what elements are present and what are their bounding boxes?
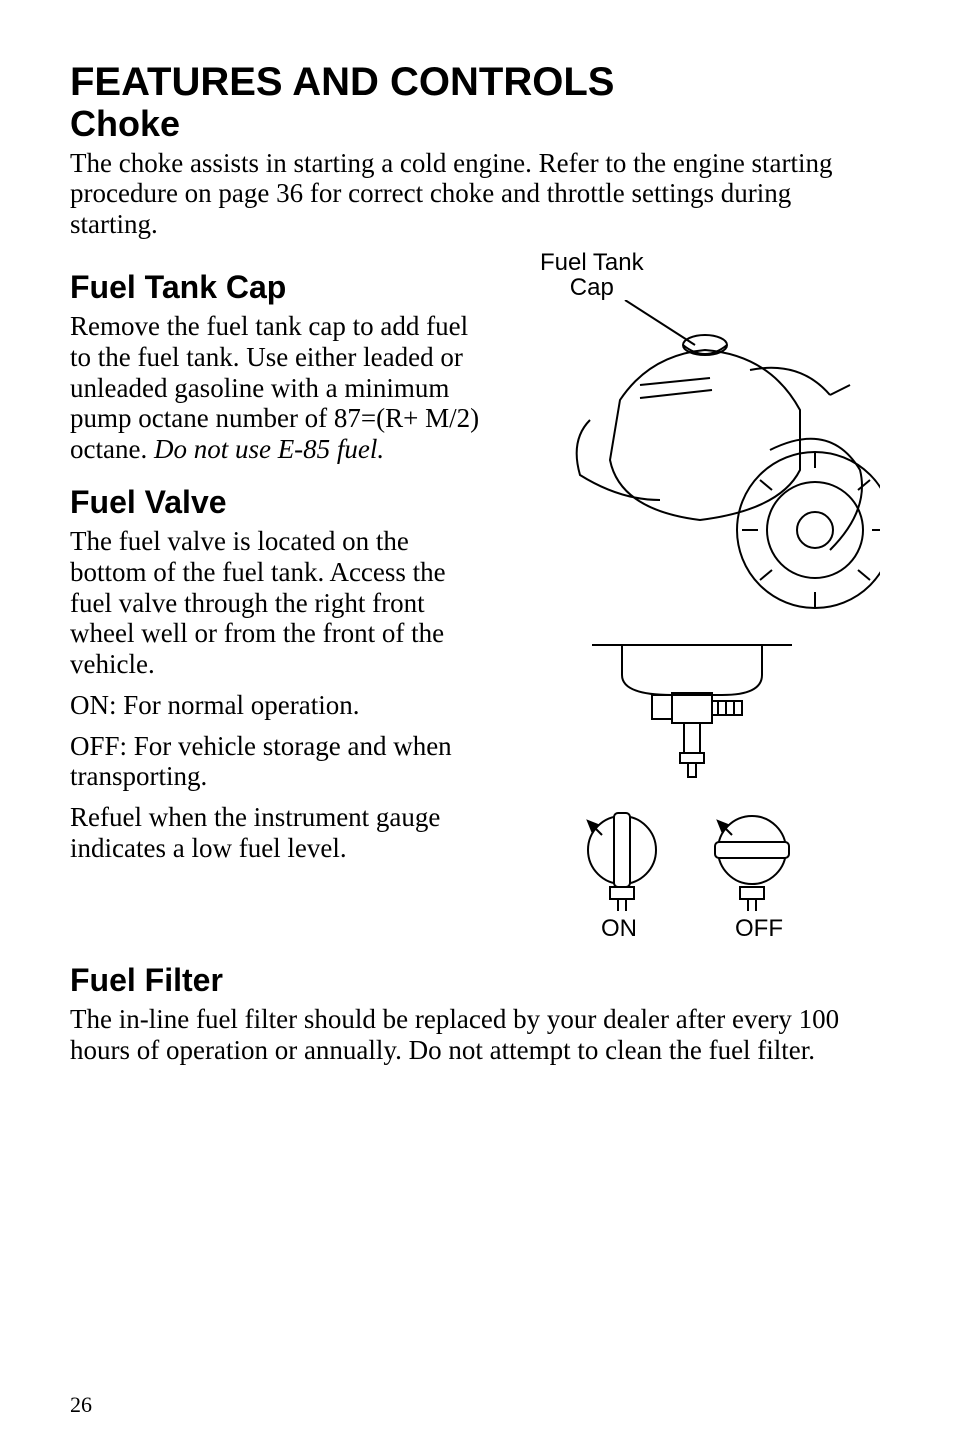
choke-heading: Choke [70,104,884,144]
callout-line1: Fuel Tank [540,249,644,276]
fuel-tank-cap-body-italic: Do not use E-85 fuel. [154,434,384,464]
page-number: 26 [70,1392,92,1418]
fuel-filter-heading: Fuel Filter [70,963,884,998]
fuel-tank-callout: Fuel Tank Cap [540,250,644,300]
fuel-valve-p2: ON: For normal operation. [70,690,480,721]
valve-on-label: ON [601,915,637,943]
fuel-valve-illustration [562,635,822,795]
fuel-tank-cap-heading: Fuel Tank Cap [70,270,480,305]
fuel-valve-heading: Fuel Valve [70,485,480,520]
fuel-tank-cap-body: Remove the fuel tank cap to add fuel to … [70,311,480,465]
atv-illustration [500,300,880,630]
callout-line2: Cap [570,274,614,301]
choke-body: The choke assists in starting a cold eng… [70,148,884,240]
fuel-valve-p1: The fuel valve is located on the bottom … [70,526,480,680]
fuel-valve-p4: Refuel when the instrument gauge indicat… [70,802,480,864]
valve-positions-illustration [552,795,832,915]
valve-off-label: OFF [735,915,783,943]
page-title: FEATURES AND CONTROLS [70,60,884,104]
fuel-filter-body: The in-line fuel filter should be replac… [70,1004,884,1066]
fuel-valve-p3: OFF: For vehicle storage and when transp… [70,731,480,793]
